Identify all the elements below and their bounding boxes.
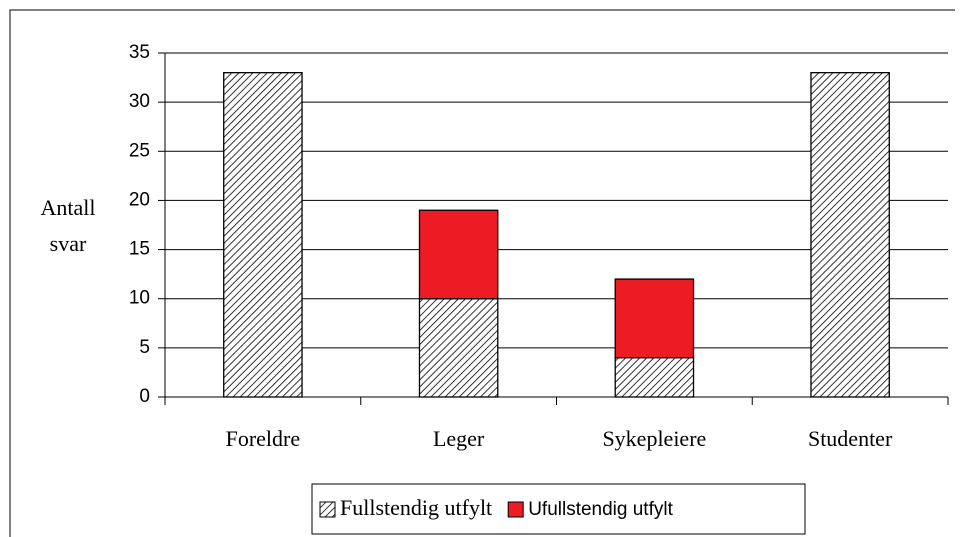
y-tick-label: 15 — [129, 239, 150, 260]
y-tick-label: 10 — [129, 288, 150, 309]
y-tick-label: 25 — [129, 140, 150, 161]
x-tick-label: Leger — [433, 426, 485, 451]
y-tick-label: 5 — [139, 337, 150, 358]
x-tick-label: Studenter — [808, 426, 893, 451]
bar-segment — [223, 72, 303, 398]
legend-swatch — [507, 501, 524, 518]
frame — [9, 9, 955, 537]
y-tick-label: 30 — [129, 91, 150, 112]
y-tick-label: 0 — [139, 386, 150, 407]
y-axis-label: Antall — [41, 195, 96, 220]
legend-label: Ufullstendig utfylt — [528, 499, 673, 520]
legend-box — [311, 483, 806, 535]
y-axis-label: svar — [50, 231, 87, 256]
x-tick-label: Foreldre — [226, 426, 301, 451]
bar-segment — [614, 357, 695, 398]
x-tick-label: Sykepleiere — [602, 426, 706, 451]
legend-label: Fullstendig utfylt — [340, 495, 492, 520]
bar-segment — [810, 72, 890, 398]
y-tick-label: 20 — [129, 189, 150, 210]
bar-segment — [418, 209, 499, 300]
bar-segment — [614, 278, 695, 359]
bar-segment — [418, 298, 499, 398]
legend-swatch — [319, 501, 336, 518]
y-tick-label: 35 — [129, 42, 150, 63]
legend — [311, 483, 806, 535]
